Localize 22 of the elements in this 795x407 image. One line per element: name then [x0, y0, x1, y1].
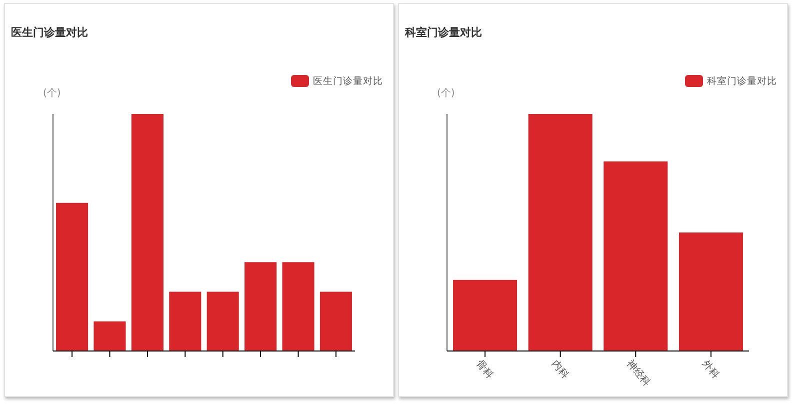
x-tick-label: 神经科	[624, 358, 653, 389]
bar	[94, 321, 126, 351]
bar	[678, 232, 743, 351]
legend-label: 医生门诊量对比	[313, 75, 383, 87]
bar	[56, 202, 88, 351]
x-tick-label: 外科	[700, 358, 722, 381]
chart-title: 科室门诊量对比	[404, 26, 482, 39]
bar	[282, 262, 314, 351]
x-tick-label: 骨科	[474, 358, 496, 381]
y-axis-title: (个)	[437, 87, 455, 99]
bar	[244, 262, 277, 351]
bar	[206, 292, 239, 351]
bar	[453, 280, 518, 351]
y-axis-title: (个)	[43, 87, 61, 99]
bar	[528, 114, 592, 351]
bar	[604, 161, 668, 351]
x-tick-label: 内科	[549, 358, 572, 381]
bar	[320, 292, 352, 351]
bar	[169, 292, 202, 351]
bar	[131, 114, 164, 351]
legend-label: 科室门诊量对比	[707, 75, 777, 87]
chart-title: 医生门诊量对比	[11, 26, 88, 39]
